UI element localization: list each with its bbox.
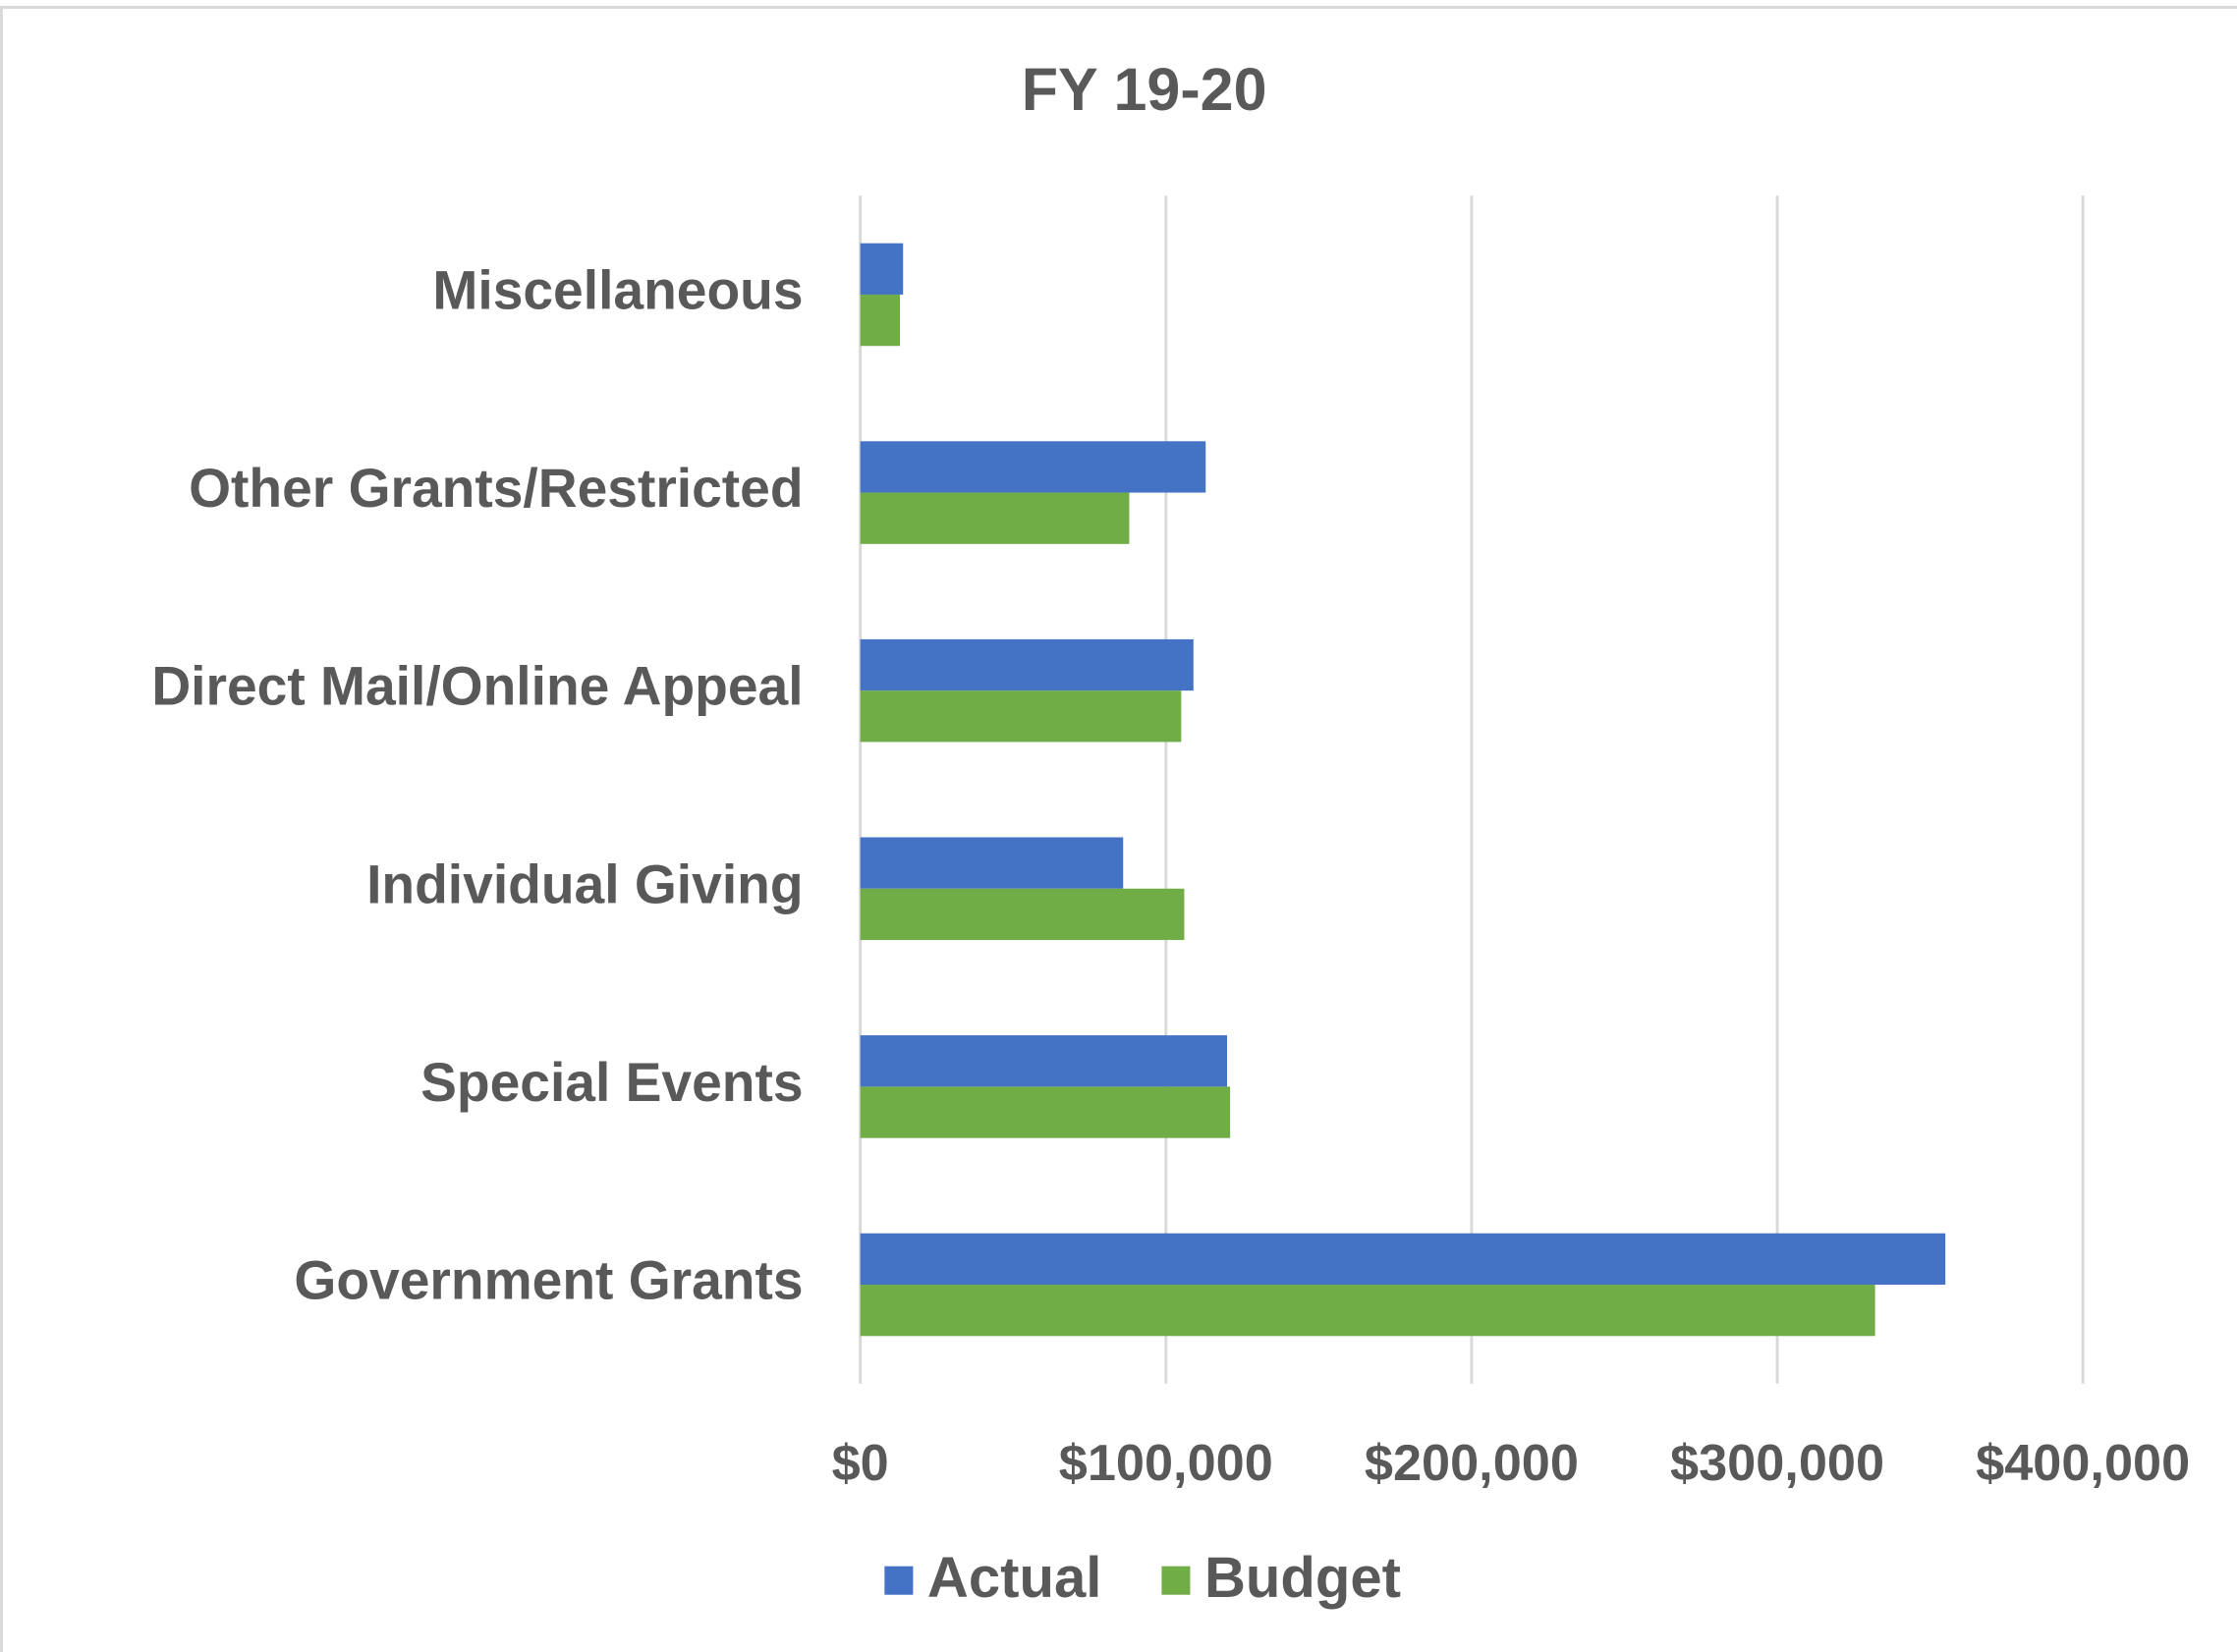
x-tick-label: $0 [832, 1435, 889, 1492]
bar [860, 690, 1182, 743]
bar [860, 1086, 1231, 1138]
bar [860, 294, 901, 347]
y-tick-label: Government Grants [294, 1250, 803, 1311]
bar [860, 492, 1130, 544]
y-tick-label: Individual Giving [366, 854, 803, 914]
bar [860, 837, 1124, 889]
y-tick-label: Direct Mail/Online Appeal [151, 656, 803, 717]
y-tick-label: Special Events [420, 1052, 803, 1113]
y-tick-label: Other Grants/Restricted [189, 458, 803, 519]
bar [860, 1284, 1875, 1337]
chart-border [0, 6, 2237, 1652]
chart-title: FY 19-20 [1022, 56, 1267, 123]
x-tick-label: $400,000 [1976, 1435, 2190, 1492]
bar [860, 1035, 1228, 1087]
bar [860, 441, 1206, 493]
bar [860, 1233, 1946, 1285]
legend-swatch [884, 1566, 914, 1595]
x-tick-label: $100,000 [1059, 1435, 1273, 1492]
legend-label: Budget [1204, 1546, 1401, 1610]
x-tick-label: $300,000 [1670, 1435, 1884, 1492]
bar [860, 638, 1194, 691]
legend-label: Actual [927, 1546, 1102, 1610]
y-tick-label: Miscellaneous [432, 260, 803, 321]
bar [860, 243, 904, 295]
x-tick-label: $200,000 [1365, 1435, 1579, 1492]
bar [860, 888, 1185, 941]
legend-swatch [1161, 1566, 1191, 1595]
